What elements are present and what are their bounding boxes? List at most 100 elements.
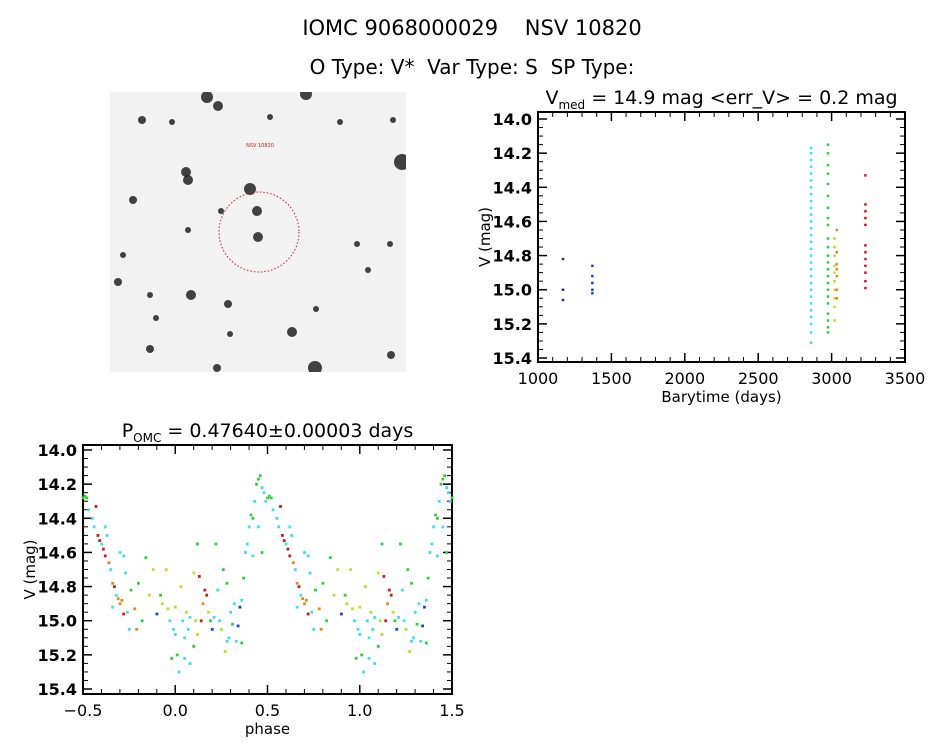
data-point xyxy=(264,499,268,503)
data-point xyxy=(277,525,281,529)
data-point xyxy=(809,309,813,312)
data-point xyxy=(809,192,813,196)
star xyxy=(300,92,312,100)
data-point xyxy=(387,588,391,592)
data-point xyxy=(809,288,813,292)
y-tick-label: 14.0 xyxy=(493,110,532,129)
data-point xyxy=(826,326,830,329)
data-point xyxy=(826,143,830,146)
data-point xyxy=(173,605,177,609)
data-point xyxy=(393,619,397,623)
data-point xyxy=(809,315,813,319)
y-tick-label: 14.2 xyxy=(38,475,77,494)
data-point xyxy=(591,291,594,295)
y-tick-label: 14.6 xyxy=(493,212,532,231)
data-point xyxy=(111,605,115,609)
data-point xyxy=(809,213,813,216)
data-point xyxy=(864,279,867,283)
data-point xyxy=(445,486,448,490)
plot-frame xyxy=(537,111,906,363)
data-point xyxy=(275,516,279,520)
data-point xyxy=(826,182,830,186)
star xyxy=(169,119,175,125)
data-point xyxy=(833,305,836,309)
data-point xyxy=(127,627,131,631)
star xyxy=(181,167,191,177)
data-point xyxy=(295,581,299,585)
data-point xyxy=(423,605,426,609)
data-point xyxy=(303,551,306,554)
data-point xyxy=(299,593,303,597)
data-point xyxy=(201,602,205,606)
data-point xyxy=(378,619,382,623)
chart-title: POMC = 0.47640±0.00003 days xyxy=(122,420,414,445)
data-point xyxy=(205,593,209,597)
data-point xyxy=(835,228,839,232)
data-point xyxy=(369,610,373,614)
data-point xyxy=(105,534,109,537)
data-point xyxy=(397,616,400,619)
data-point xyxy=(826,312,830,315)
star xyxy=(390,117,396,123)
data-point xyxy=(376,645,380,648)
data-point xyxy=(209,619,212,623)
data-point xyxy=(864,209,867,213)
data-point xyxy=(122,612,126,616)
data-point xyxy=(85,496,89,500)
data-point xyxy=(358,633,362,636)
data-point xyxy=(835,268,839,271)
data-point xyxy=(835,297,839,300)
data-point xyxy=(87,508,91,512)
star xyxy=(146,345,154,353)
chart-1: −0.5 0.0 0.5 1.0 1.5 14.0 14.2 14.4 14.6 14.8 15.0… xyxy=(21,420,465,738)
data-point xyxy=(447,491,450,495)
data-point xyxy=(314,588,317,592)
data-point xyxy=(343,593,347,597)
data-point xyxy=(435,554,439,558)
data-point xyxy=(253,499,257,503)
data-point xyxy=(809,302,813,305)
data-point xyxy=(124,571,127,575)
data-point xyxy=(240,641,244,645)
x-tick-label: 1000 xyxy=(518,369,559,388)
data-point xyxy=(220,627,223,631)
data-point xyxy=(317,607,321,611)
data-point xyxy=(236,624,240,628)
data-point xyxy=(864,244,867,247)
data-point xyxy=(225,581,229,585)
data-point xyxy=(98,539,102,542)
data-point xyxy=(809,199,813,203)
data-point xyxy=(111,581,115,585)
data-point xyxy=(255,482,258,486)
data-point xyxy=(218,619,222,623)
y-axis-label: V (mag) xyxy=(21,539,39,599)
data-point xyxy=(231,622,234,626)
star xyxy=(365,267,371,273)
y-tick-label: 14.4 xyxy=(493,178,532,197)
data-point xyxy=(826,216,830,220)
data-point xyxy=(833,254,836,257)
target-label-text: NSV 10820 xyxy=(246,143,274,149)
data-point xyxy=(118,602,122,606)
data-point xyxy=(181,619,185,623)
data-point xyxy=(591,274,594,278)
data-point xyxy=(352,619,356,623)
y-tick-label: 14.4 xyxy=(38,509,77,528)
data-point xyxy=(168,619,172,623)
data-point xyxy=(295,605,299,609)
data-point xyxy=(196,542,199,546)
data-point xyxy=(290,534,293,537)
data-point xyxy=(809,165,813,169)
data-point xyxy=(826,268,830,271)
data-point xyxy=(826,261,830,264)
data-point xyxy=(207,610,210,614)
data-point xyxy=(826,254,830,257)
data-point xyxy=(410,581,413,585)
data-point xyxy=(424,641,428,645)
data-point xyxy=(360,653,364,657)
data-point xyxy=(833,271,836,274)
data-point xyxy=(826,295,830,298)
data-point xyxy=(336,568,340,571)
data-point xyxy=(225,639,229,643)
